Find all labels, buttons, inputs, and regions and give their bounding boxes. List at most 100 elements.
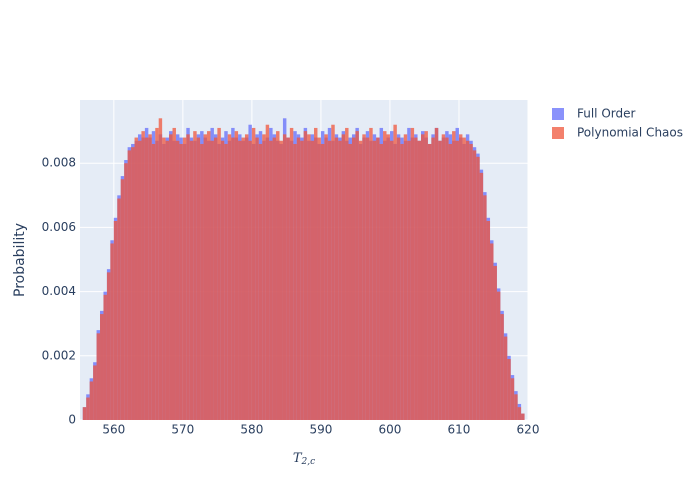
histogram-bar [472,150,477,420]
histogram-bar [441,134,446,421]
histogram-bar [324,134,328,421]
x-tick-label: 610 [448,423,471,437]
y-tick-label: 0 [68,413,76,427]
histogram-bar [131,147,135,420]
histogram-bar [414,137,418,420]
histogram-bar [317,137,321,420]
histogram-bar [155,127,159,421]
histogram-bar [151,143,156,420]
legend-item[interactable]: Polynomial Chaos [552,126,683,140]
histogram-bar [196,137,201,420]
histogram-bar [386,134,390,421]
histogram-bar [358,140,363,421]
histogram-bar [255,137,259,420]
histogram-bar [179,143,183,420]
histogram-bar [424,131,428,420]
histogram-bar [296,137,301,420]
y-tick-label: 0.008 [42,156,76,170]
histogram-bar [307,134,311,421]
x-axis-title: T2,c [293,451,315,467]
legend-label: Polynomial Chaos [577,126,683,140]
histogram-bar [293,143,297,420]
histogram-bar [438,140,442,421]
histogram-bar [338,140,342,421]
histogram-bar [514,394,518,420]
histogram-bar [189,140,194,421]
y-axis-title: Probability [12,223,28,297]
histogram-bar [310,140,315,421]
histogram-bar [117,198,121,420]
histogram-bar [417,140,422,421]
histogram-bar [355,131,359,420]
legend-item[interactable]: Full Order [552,107,636,121]
histogram-bar [96,333,101,420]
histogram-bar [469,143,473,420]
histogram-bar [403,134,408,421]
histogram-bar [483,195,487,420]
histogram-bar [490,243,494,420]
histogram-bar [503,336,508,420]
x-tick-label: 570 [171,423,194,437]
histogram-bar [272,137,277,420]
histogram-bar [144,137,149,420]
histogram-bar [369,127,373,421]
x-tick-label: 590 [309,423,332,437]
histogram-bar [279,140,283,421]
histogram-bar [172,127,176,421]
x-tick-label: 580 [240,423,263,437]
histogram-bar [389,140,394,421]
histogram-bar [89,381,94,420]
axes: 0 0.002 0.004 0.006 0.008 560 570 580 590 600 610 6… [42,156,540,437]
histogram-bar [341,134,346,421]
x-label-subscript: 2,c [301,457,316,467]
histogram-bar [127,150,132,420]
histogram-bar [158,118,163,420]
legend-swatch [552,127,564,139]
histogram-bar [265,124,270,420]
histogram-bar [396,137,401,420]
histogram-bar [262,134,266,421]
histogram-bar [300,140,304,421]
histogram-bar [351,137,356,420]
histogram-bar [169,134,173,421]
histogram-bar [244,134,249,421]
histogram-bar [269,140,273,421]
histogram-bar [282,134,287,421]
histogram-bar [376,137,380,420]
histogram-bar [248,140,252,421]
histogram-bar [100,314,104,420]
histogram-bar [289,127,294,421]
histogram-bar [238,140,242,421]
histogram-bar [496,291,501,420]
histogram-bar [393,124,397,420]
histogram-bar [86,397,90,420]
histogram-bar [124,163,128,421]
histogram-bar [345,127,349,421]
histogram-bar [365,137,370,420]
histogram-bar [427,143,432,420]
histogram-bar [465,140,470,421]
histogram-bar [320,143,325,420]
histogram-bar [148,134,152,421]
x-tick-label: 620 [517,423,540,437]
y-tick-label: 0.006 [42,220,76,234]
histogram-bar [134,137,138,420]
histogram-bar [120,179,125,420]
histogram-bar [231,137,235,420]
histogram-bar [486,221,491,420]
histogram-bar [521,413,525,420]
histogram-bar [334,137,339,420]
bars [82,118,525,421]
histogram-bar [383,131,387,420]
histogram-bar [203,134,208,421]
histogram-bar [175,140,180,421]
histogram-bar [276,131,280,420]
histogram-bar [500,314,504,420]
legend-swatch [552,108,564,120]
histogram-bar [327,140,332,421]
legend-label: Full Order [577,107,636,121]
histogram-bar [93,365,97,420]
histogram-bar [227,134,232,421]
y-tick-label: 0.002 [42,348,76,362]
